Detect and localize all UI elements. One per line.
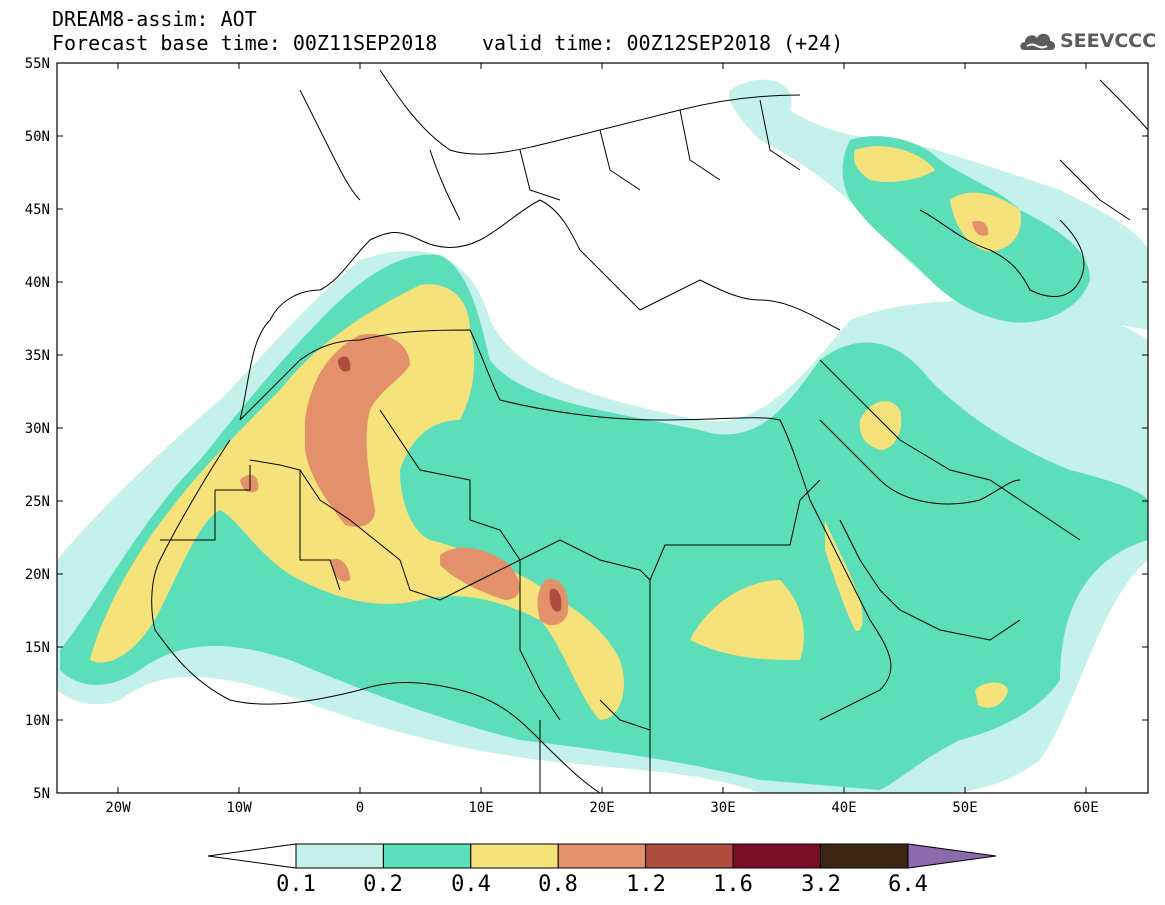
lon-label: 10E xyxy=(468,800,493,816)
lat-label: 15N xyxy=(25,640,50,656)
lat-label: 45N xyxy=(25,202,50,218)
lon-label: 40E xyxy=(831,800,856,816)
colorbar-label: 0.1 xyxy=(276,872,316,897)
colorbar-cell xyxy=(645,843,734,869)
lat-label: 40N xyxy=(25,275,50,291)
lat-label: 50N xyxy=(25,129,50,145)
colorbar-cell xyxy=(470,843,559,869)
seevccc-logo: SEEVCCC xyxy=(1018,26,1156,56)
lon-label: 20E xyxy=(589,800,614,816)
colorbar-cell xyxy=(732,843,821,869)
lon-label: 30E xyxy=(710,800,735,816)
longitude-axis: 20W 10W 0 10E 20E 30E 40E 50E 60E xyxy=(105,800,1098,816)
cloud-icon xyxy=(1020,33,1056,50)
lat-label: 25N xyxy=(25,494,50,510)
axis-ticks xyxy=(57,62,1148,794)
colorbar: 0.1 0.2 0.4 0.8 1.2 1.6 3.2 6.4 xyxy=(207,843,997,897)
colorbar-label: 1.2 xyxy=(626,872,666,897)
valid-time: valid time: 00Z12SEP2018 (+24) xyxy=(482,31,844,55)
aot-contour-0.8 xyxy=(240,220,989,626)
colorbar-label: 6.4 xyxy=(888,872,928,897)
colorbar-cell xyxy=(382,843,472,869)
lon-label: 10W xyxy=(226,800,252,816)
colorbar-label: 0.2 xyxy=(363,872,403,897)
lon-label: 20W xyxy=(105,800,131,816)
lat-label: 10N xyxy=(25,713,50,729)
colorbar-label: 0.4 xyxy=(451,872,491,897)
latitude-axis: 55N 50N 45N 40N 35N 30N 25N 20N 15N 10N … xyxy=(25,56,50,802)
lat-label: 55N xyxy=(25,56,50,72)
aot-field xyxy=(57,79,1148,793)
colorbar-label: 3.2 xyxy=(801,872,841,897)
colorbar-cell xyxy=(557,843,647,869)
colorbar-cell xyxy=(819,843,909,869)
colorbar-label: 0.8 xyxy=(538,872,578,897)
logo-text: SEEVCCC xyxy=(1060,30,1157,52)
map-title: DREAM8-assim: AOT xyxy=(52,7,257,31)
colorbar-over-arrow xyxy=(907,843,997,869)
colorbar-label: 1.6 xyxy=(713,872,753,897)
forecast-base-time: Forecast base time: 00Z11SEP2018 xyxy=(52,31,438,55)
lon-label: 60E xyxy=(1073,800,1098,816)
lon-label: 50E xyxy=(952,800,977,816)
aot-contour-1.2 xyxy=(338,356,562,612)
coastlines-borders xyxy=(151,69,1148,793)
lat-label: 30N xyxy=(25,421,50,437)
colorbar-cell xyxy=(295,843,384,869)
colorbar-under-arrow xyxy=(207,843,297,869)
lon-label: 0 xyxy=(356,800,364,816)
lat-label: 35N xyxy=(25,348,50,364)
lat-label: 5N xyxy=(33,786,50,802)
lat-label: 20N xyxy=(25,567,50,583)
